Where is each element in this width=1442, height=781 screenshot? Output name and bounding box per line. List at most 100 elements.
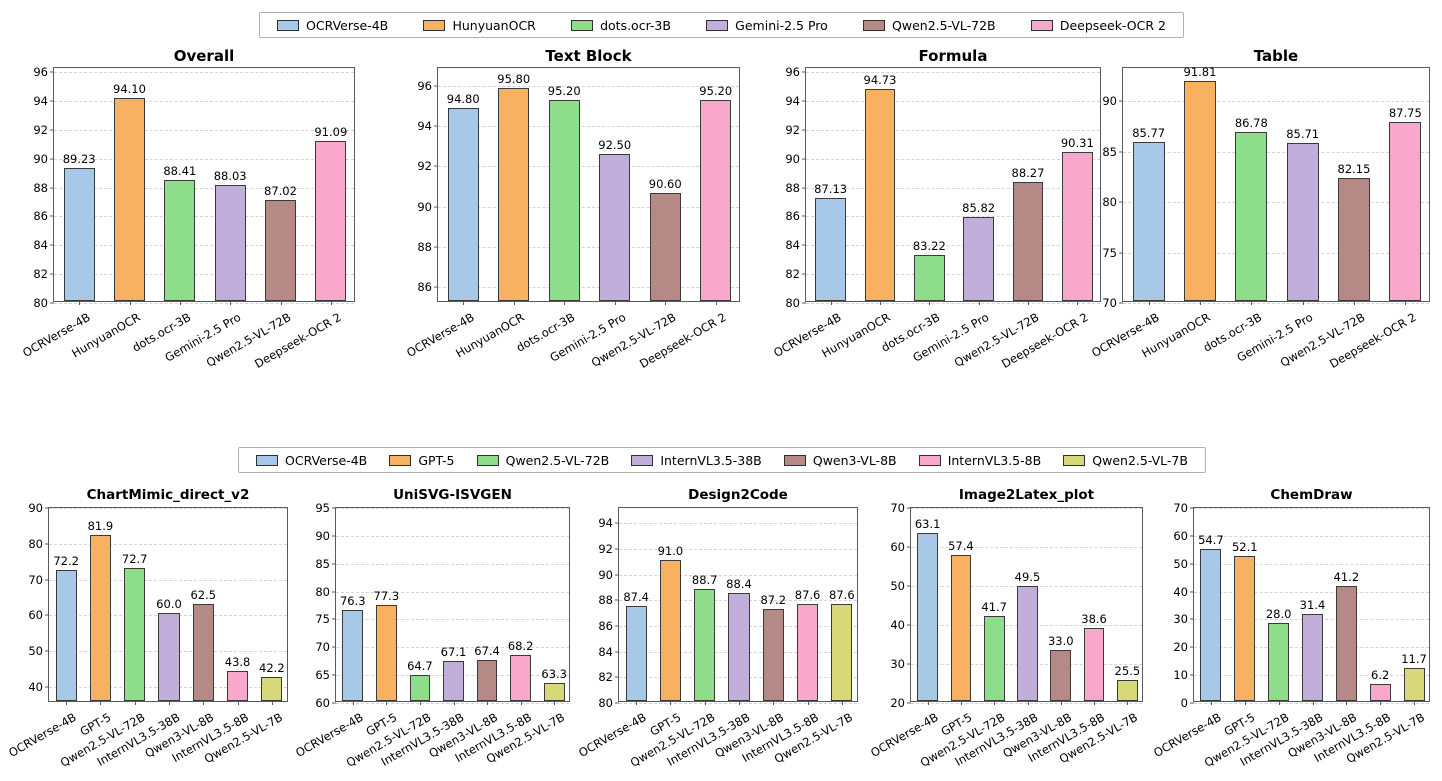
legend-item[interactable]: Gemini-2.5 Pro [706,18,828,33]
bar[interactable]: 94.80 [447,92,480,301]
bar[interactable]: 95.20 [548,84,581,301]
bar[interactable]: 87.6 [829,588,855,701]
chart-title: Overall [173,47,235,65]
bar[interactable]: 88.41 [163,164,196,301]
legend-item[interactable]: Deepseek-OCR 2 [1030,18,1166,33]
legend-item[interactable]: dots.ocr-3B [571,18,671,33]
bar[interactable]: 87.13 [814,182,847,301]
bar[interactable]: 89.23 [63,152,96,301]
chart-title: Image2Latex_plot [958,487,1095,503]
bar-value-label: 91.81 [1183,65,1217,80]
bar[interactable]: 87.02 [264,184,297,301]
bar[interactable]: 64.7 [407,659,433,701]
bar[interactable]: 72.7 [122,552,148,701]
bar[interactable]: 87.75 [1389,106,1422,301]
legend-swatch-icon [1063,454,1086,466]
bar[interactable]: 67.1 [441,645,466,701]
plot-area: 86 88 90 92 94 96 94.80 OCRVerse-4B 95.80 Hunyuan… [404,67,740,371]
y-tick-mark [1119,100,1123,102]
bar[interactable]: 33.0 [1048,634,1074,701]
y-tick-label: 40 [28,679,43,694]
bar-value-label: 52.1 [1231,539,1258,554]
bar[interactable]: 90.60 [649,177,682,301]
y-tick-mark [615,548,619,550]
legend-item[interactable]: HunyuanOCR [423,18,536,33]
bar[interactable]: 43.8 [225,655,250,701]
y-tick-label: 80 [598,696,613,710]
bar[interactable]: 49.5 [1015,570,1040,701]
bar[interactable]: 41.7 [981,600,1007,701]
legend-item[interactable]: Qwen3-VL-8B [783,453,897,468]
bar[interactable]: 86.78 [1235,116,1268,301]
bar[interactable]: 6.2 [1369,668,1391,701]
legend-item[interactable]: Qwen2.5-VL-7B [1063,453,1188,468]
y-tick-mark [1190,674,1194,676]
legend-item[interactable]: InternVL3.5-8B [918,453,1041,468]
x-tick-mark [1028,301,1029,305]
gridline [49,508,287,509]
bar[interactable]: 91.81 [1184,65,1216,301]
bar[interactable]: 88.27 [1012,166,1044,301]
bar[interactable]: 38.6 [1081,612,1107,701]
bar[interactable]: 25.5 [1115,664,1140,701]
legend-item[interactable]: GPT-5 [389,453,455,468]
legend-item[interactable]: InternVL3.5-38B [631,453,762,468]
y-tick-label: 82 [598,670,613,685]
y-tick-mark [332,702,336,704]
bar[interactable]: 63.1 [915,517,940,701]
bar[interactable]: 91.09 [314,125,347,301]
bar[interactable]: 72.2 [53,554,79,701]
y-tick-label: 94 [33,94,48,109]
bar[interactable]: 83.22 [913,239,946,301]
bar[interactable]: 88.7 [692,573,718,701]
bar[interactable]: 54.7 [1198,533,1224,701]
bar[interactable]: 11.7 [1401,652,1427,701]
bar[interactable]: 85.71 [1286,127,1319,301]
bar[interactable]: 67.4 [474,644,500,701]
bar[interactable]: 87.4 [623,590,649,701]
bar[interactable]: 52.1 [1232,540,1258,701]
bar[interactable]: 62.5 [190,588,216,701]
y-tick-mark [434,85,438,87]
bar[interactable]: 60.0 [156,597,182,701]
y-tick-mark [50,71,54,73]
bar[interactable]: 41.2 [1334,570,1359,701]
bar[interactable]: 91.0 [658,544,683,701]
bar-value-label: 91.0 [657,543,684,558]
bar[interactable]: 90.31 [1061,136,1094,301]
bar[interactable]: 82.15 [1338,162,1370,301]
x-tick-mark [419,701,421,705]
plot-area: 0 10 20 30 40 50 60 70 54.7 OCRVerse-4B 52.1 GPT-5 2… [1151,501,1430,770]
bar[interactable]: 81.9 [88,519,113,701]
bar[interactable]: 85.82 [962,201,995,301]
x-tick-mark [1251,301,1253,305]
legend-item[interactable]: Qwen2.5-VL-72B [863,18,996,33]
bar[interactable]: 57.4 [948,539,974,701]
bar[interactable]: 63.3 [541,667,567,701]
legend-item[interactable]: OCRVerse-4B [277,18,388,33]
bar[interactable]: 76.3 [340,594,366,701]
bar[interactable]: 42.2 [259,661,285,701]
bar[interactable]: 87.2 [760,593,786,701]
bar[interactable]: 94.73 [864,73,896,301]
legend-top: OCRVerse-4B HunyuanOCR dots.ocr-3B Gemini-2… [259,12,1184,38]
bar[interactable]: 95.20 [699,84,732,301]
bar[interactable]: 28.0 [1266,607,1291,701]
legend-item[interactable]: OCRVerse-4B [256,453,367,468]
bar[interactable]: 95.80 [497,72,530,301]
bar-value-label: 49.5 [1014,569,1041,584]
x-tick-mark [453,701,455,705]
bar[interactable]: 31.4 [1300,598,1325,701]
bar[interactable]: 68.2 [508,639,533,701]
bar[interactable]: 94.10 [113,82,146,301]
bar[interactable]: 85.77 [1132,126,1165,301]
y-tick-label: 94 [598,516,613,531]
bar[interactable]: 88.4 [726,577,752,701]
bar-value-label: 86.78 [1234,115,1268,130]
bar[interactable]: 92.50 [598,138,631,301]
bar[interactable]: 88.03 [214,169,247,301]
bar[interactable]: 87.6 [795,588,820,701]
legend-item[interactable]: Qwen2.5-VL-72B [476,453,609,468]
bar[interactable]: 77.3 [374,589,399,701]
x-tick-mark [830,301,832,305]
